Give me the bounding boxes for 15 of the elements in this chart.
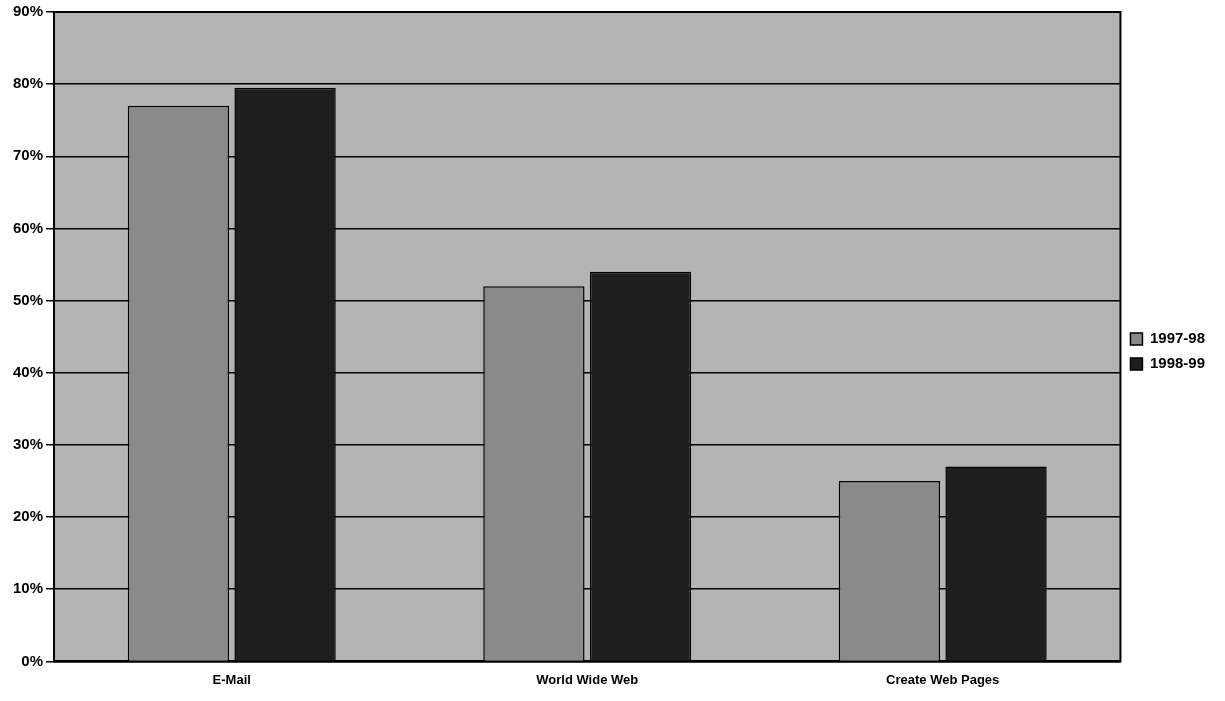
y-tick-label: 70% — [12, 146, 44, 164]
y-tick-label: 50% — [12, 290, 44, 308]
x-tick-label: E-Mail — [212, 671, 251, 687]
y-tick-label: 10% — [12, 579, 44, 597]
y-tick-label: 90% — [12, 2, 44, 20]
y-tick-label: 0% — [21, 651, 44, 669]
y-tick-label: 60% — [12, 218, 44, 236]
x-tick-label: Create Web Pages — [886, 671, 1000, 687]
y-tick-label: 40% — [12, 362, 44, 380]
legend-label: 1997-98 — [1149, 329, 1206, 347]
legend-label: 1998-99 — [1149, 354, 1206, 372]
y-tick-label: 20% — [12, 507, 44, 525]
x-tick-label: World Wide Web — [536, 671, 639, 687]
y-tick-label: 30% — [12, 435, 44, 453]
y-tick-label: 80% — [12, 74, 44, 92]
